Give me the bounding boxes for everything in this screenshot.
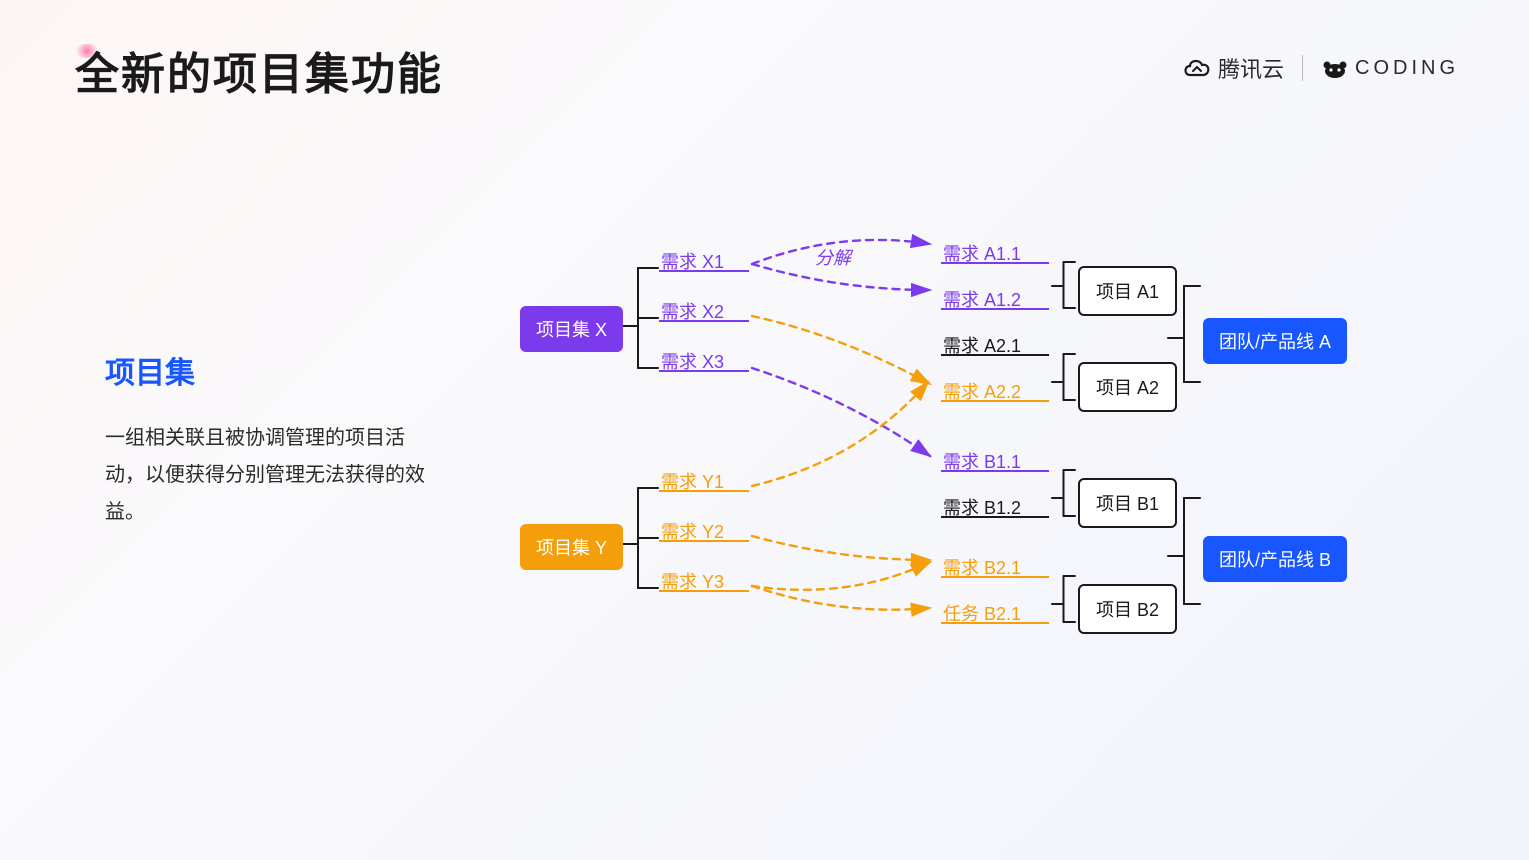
root-node-py: 项目集 Y xyxy=(520,524,623,570)
team-node-tb: 团队/产品线 B xyxy=(1203,536,1347,582)
l1-req-x2-underline xyxy=(659,320,749,322)
l2-req-a11-underline xyxy=(941,262,1049,264)
project-node-pa2: 项目 A2 xyxy=(1078,362,1177,412)
diagram-canvas xyxy=(0,0,1529,860)
l2-req-b12-underline xyxy=(941,516,1049,518)
project-node-pb2: 项目 B2 xyxy=(1078,584,1177,634)
project-node-pa1: 项目 A1 xyxy=(1078,266,1177,316)
l2-req-a21-underline xyxy=(941,354,1049,356)
l1-req-y1-underline xyxy=(659,490,749,492)
l1-req-y2-underline xyxy=(659,540,749,542)
team-node-ta: 团队/产品线 A xyxy=(1203,318,1347,364)
l1-req-x3-underline xyxy=(659,370,749,372)
l2-req-b21-underline xyxy=(941,576,1049,578)
l2-req-b11-underline xyxy=(941,470,1049,472)
l2-req-a22-underline xyxy=(941,400,1049,402)
l2-req-b22-underline xyxy=(941,622,1049,624)
project-node-pb1: 项目 B1 xyxy=(1078,478,1177,528)
l2-req-a12-underline xyxy=(941,308,1049,310)
edge-label-decompose: 分解 xyxy=(815,244,851,270)
root-node-px: 项目集 X xyxy=(520,306,623,352)
l1-req-x1-underline xyxy=(659,270,749,272)
l1-req-y3-underline xyxy=(659,590,749,592)
